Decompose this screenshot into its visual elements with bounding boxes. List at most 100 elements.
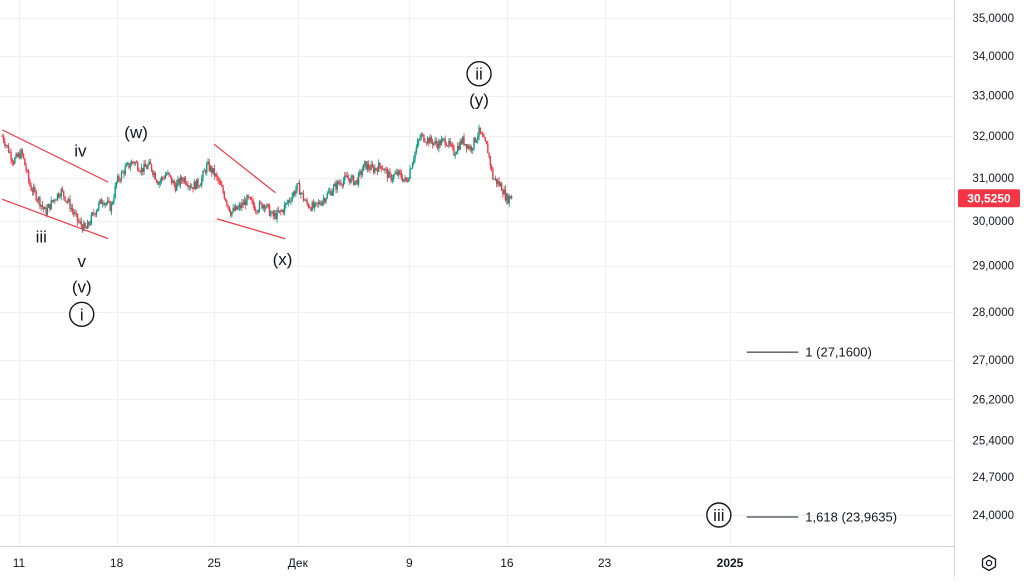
- candle-body: [293, 192, 296, 195]
- candle-body: [467, 145, 469, 149]
- candle-body: [406, 181, 409, 182]
- candle-body: [211, 166, 213, 174]
- channel-1-lower: [2, 198, 109, 240]
- candle-body: [330, 191, 332, 196]
- candle-body: [335, 183, 337, 190]
- candle-body: [232, 207, 234, 212]
- candle-body: [115, 181, 118, 186]
- candle-body: [238, 205, 241, 208]
- candle-body: [366, 164, 369, 170]
- candle-body: [291, 196, 293, 201]
- candle-body: [60, 189, 62, 197]
- candle-body: [344, 175, 346, 181]
- candle-body: [283, 204, 286, 213]
- fib-level-label: 1 (27,1600): [805, 345, 872, 360]
- candle-body: [262, 205, 264, 209]
- candle-body: [175, 182, 178, 191]
- candle-body: [134, 162, 136, 164]
- candle-body: [268, 205, 271, 216]
- candle-body: [167, 172, 169, 174]
- candle-body: [125, 164, 128, 167]
- candle-body: [420, 134, 423, 138]
- candle-body: [111, 202, 114, 204]
- candle-body: [128, 162, 130, 168]
- candle-body: [295, 189, 297, 195]
- candle-body: [379, 162, 381, 167]
- candle-body: [414, 152, 416, 159]
- candle-body: [308, 207, 311, 209]
- price-axis[interactable]: 35,0000 34,0000 33,0000 32,0000 31,0000 30,00…: [972, 13, 1014, 522]
- candle-body: [430, 136, 433, 142]
- candle-body: [7, 145, 10, 153]
- candle-body: [327, 192, 330, 194]
- candle-body: [316, 202, 318, 204]
- candle-body: [135, 162, 138, 164]
- fib-level-label: 1,618 (23,9635): [805, 510, 897, 525]
- candle-body: [296, 183, 298, 190]
- candle-body: [29, 180, 31, 186]
- candle-body: [302, 192, 305, 200]
- candle-body: [127, 162, 129, 165]
- candle-body: [70, 207, 72, 209]
- candle-body: [163, 177, 165, 179]
- candle-body: [61, 189, 64, 192]
- candle-body: [114, 185, 116, 198]
- candle-body: [157, 181, 159, 185]
- price-tick-label: 35,0000: [972, 13, 1014, 25]
- wave-label-circle: [69, 301, 95, 327]
- candle-body: [500, 183, 503, 191]
- candle-body: [413, 158, 415, 164]
- candle-body: [16, 153, 19, 157]
- candle-body: [79, 221, 81, 223]
- candle-body: [80, 221, 83, 226]
- candle-body: [207, 161, 209, 164]
- candle-body: [25, 165, 27, 171]
- candle-body: [197, 179, 199, 186]
- candle-body: [42, 206, 45, 210]
- candle-body: [356, 180, 359, 185]
- candle-body: [15, 153, 17, 158]
- candle-body: [331, 191, 333, 196]
- candle-body: [86, 221, 89, 229]
- candle-body: [150, 164, 153, 171]
- candle-body: [426, 138, 429, 143]
- candle-body: [479, 127, 482, 133]
- candle-body: [357, 173, 360, 185]
- candle-body: [374, 168, 376, 173]
- candle-body: [209, 166, 212, 171]
- price-tick-label: 24,0000: [972, 510, 1014, 522]
- wave-label: ii: [475, 65, 483, 84]
- candle-body: [355, 180, 357, 182]
- candle-body: [450, 144, 453, 146]
- candle-body: [342, 180, 345, 186]
- candle-body: [99, 199, 101, 203]
- settings-button[interactable]: [978, 552, 1000, 574]
- candle-body: [396, 172, 399, 176]
- candle-body: [253, 205, 256, 211]
- candle-body: [221, 184, 223, 187]
- fib-levels: 1 (27,1600) 1,618 (23,9635): [746, 345, 897, 525]
- candle-body: [100, 199, 103, 204]
- candle-body: [292, 192, 295, 197]
- last-price-label: 30,5250: [967, 192, 1011, 206]
- time-tick-label: 25: [207, 556, 221, 570]
- candle-body: [202, 171, 204, 178]
- candle-body: [224, 198, 227, 202]
- candle-body: [321, 201, 323, 206]
- time-axis[interactable]: 11 18 25 Дек 9 16 23 2025: [13, 556, 744, 570]
- candle-body: [226, 201, 228, 205]
- candle-body: [64, 196, 66, 202]
- candle-body: [360, 171, 362, 175]
- candle-body: [446, 145, 449, 147]
- candle-body: [63, 191, 65, 197]
- candle-body: [89, 223, 91, 225]
- candle-body: [94, 213, 96, 215]
- candle-body: [55, 199, 57, 201]
- candle-body: [376, 169, 379, 172]
- candle-body: [509, 196, 512, 199]
- candle-body: [187, 184, 189, 188]
- price-tick-label: 25,4000: [972, 435, 1014, 447]
- grid: [0, 0, 954, 546]
